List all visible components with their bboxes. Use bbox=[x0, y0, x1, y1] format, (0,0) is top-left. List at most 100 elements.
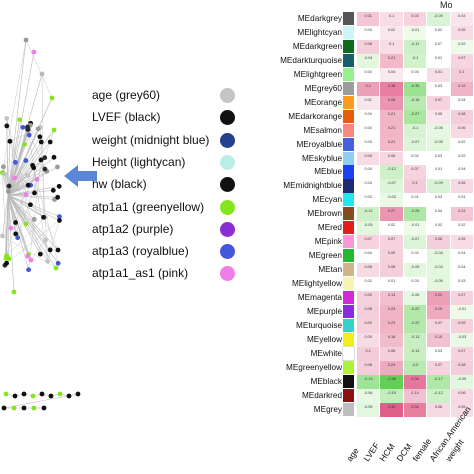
network-edge bbox=[3, 166, 31, 186]
heatmap-cell: 0.01 bbox=[357, 95, 381, 110]
heatmap-cell: 0.24 bbox=[380, 360, 404, 375]
network-edge bbox=[3, 166, 29, 255]
heatmap-cell: 0.36 bbox=[403, 374, 428, 389]
module-color-swatch bbox=[343, 332, 354, 346]
heatmap-cell: 0.03 bbox=[357, 193, 381, 208]
module-color-swatch bbox=[343, 25, 354, 40]
heatmap-cell: 0.06 bbox=[357, 263, 381, 278]
heatmap-cell: 0.03 bbox=[403, 12, 428, 26]
heatmap-cell: 0.07 bbox=[357, 235, 381, 250]
heatmap-row: 0.05 0.18 -0.13 0.15 -0.03 bbox=[357, 332, 474, 347]
legend-dot bbox=[220, 110, 235, 126]
network-node bbox=[13, 183, 19, 189]
network-edge bbox=[17, 129, 55, 238]
network-edge bbox=[7, 194, 51, 251]
module-label: MElightyellow bbox=[291, 279, 342, 289]
network-edge bbox=[43, 217, 59, 251]
heatmap-cell: -0.27 bbox=[403, 109, 428, 124]
heatmap-cell: -0.05 bbox=[403, 263, 428, 278]
network-node bbox=[43, 237, 48, 243]
module-color-swatch bbox=[343, 304, 354, 319]
heatmap-cell: 0.09 bbox=[357, 318, 381, 333]
network-node bbox=[20, 124, 26, 130]
legend-label: hw (black) bbox=[92, 177, 147, 192]
network-node bbox=[57, 218, 62, 223]
network-node bbox=[42, 155, 48, 161]
heatmap-row: 0.08 0.1 -0.11 0.07 0.02 bbox=[357, 39, 474, 54]
heatmap-cell: 0.2 bbox=[357, 81, 381, 96]
module-label: MEtan bbox=[318, 265, 342, 275]
heatmap-cell: 0.03 bbox=[427, 193, 451, 208]
heatmap-cell: 0.06 bbox=[380, 151, 404, 166]
heatmap-cell: -0.18 bbox=[403, 95, 428, 110]
network-node bbox=[39, 71, 45, 77]
network-node bbox=[25, 253, 31, 259]
network-edge bbox=[38, 97, 53, 129]
heatmap-cell: 0.02 bbox=[427, 25, 451, 40]
heatmap-cell: 0.1 bbox=[450, 67, 474, 82]
heatmap-cell: 0.05 bbox=[450, 235, 474, 250]
heatmap-cell: -0.13 bbox=[357, 374, 381, 389]
heatmap-cell: 0.04 bbox=[380, 67, 404, 82]
legend-dot bbox=[220, 88, 235, 103]
heatmap-cell: 0.34 bbox=[403, 402, 428, 417]
legend-item: hw (black) bbox=[92, 175, 242, 197]
network-node bbox=[7, 138, 13, 144]
legend-item: LVEF (black) bbox=[92, 108, 242, 130]
arrow-icon bbox=[64, 165, 97, 187]
network-node bbox=[51, 154, 57, 160]
heatmap-cell: 0.14 bbox=[403, 388, 428, 403]
legend-dot bbox=[220, 154, 235, 170]
network-node bbox=[15, 235, 21, 241]
network-edge bbox=[7, 51, 35, 196]
network-node bbox=[3, 391, 9, 397]
heatmap-cell: 0.13 bbox=[380, 291, 404, 305]
heatmap-cell: -0.22 bbox=[403, 304, 428, 319]
network-node bbox=[6, 183, 12, 189]
heatmap-cell: 0.04 bbox=[357, 123, 381, 138]
network-node bbox=[26, 132, 32, 138]
heatmap-cell: -0.13 bbox=[403, 346, 428, 361]
legend-dot bbox=[220, 221, 235, 237]
legend-item: atp1a1 (greenyellow) bbox=[92, 198, 242, 220]
module-color-swatch bbox=[343, 193, 354, 207]
heatmap-cell: 0.07 bbox=[427, 95, 451, 110]
network-nodes bbox=[0, 37, 81, 411]
heatmap-cell: 0.05 bbox=[357, 332, 381, 347]
network-edge bbox=[41, 73, 44, 218]
heatmap-cell: -0.03 bbox=[380, 193, 404, 208]
heatmap-cell: -0.05 bbox=[450, 374, 474, 389]
heatmap-cell: -0.11 bbox=[403, 39, 428, 54]
heatmap-cell: 0.03 bbox=[357, 137, 381, 152]
network-node bbox=[12, 159, 18, 165]
network-node bbox=[49, 95, 55, 101]
heatmap-cell: 0.09 bbox=[357, 291, 381, 305]
heatmap-cell: 0.06 bbox=[450, 123, 474, 138]
heatmap-cell: 0.04 bbox=[427, 207, 451, 222]
module-color-swatch bbox=[343, 165, 354, 179]
network-node bbox=[28, 257, 34, 263]
legend-label: atp1a1 (greenyellow) bbox=[92, 199, 205, 214]
module-label: MEdarkred bbox=[301, 390, 342, 400]
network-edge bbox=[7, 185, 29, 196]
network-node bbox=[57, 214, 62, 220]
module-label: MEwhite bbox=[310, 348, 342, 358]
network-node bbox=[10, 179, 16, 185]
network-edge bbox=[7, 141, 42, 196]
module-label: MEyellow bbox=[306, 334, 342, 344]
module-color-swatch bbox=[343, 277, 354, 291]
legend-item: atp1a1_as1 (pink) bbox=[92, 264, 242, 286]
module-color-swatch bbox=[343, 53, 354, 67]
heatmap-cell: 0.02 bbox=[403, 249, 428, 264]
network-node bbox=[25, 172, 30, 178]
module-label: MEbrown bbox=[307, 209, 342, 219]
heatmap-cell: -0.06 bbox=[357, 388, 381, 403]
network-node bbox=[23, 158, 29, 163]
heatmap-row: 0.04 0.04 0.03 0.01 0.1 bbox=[357, 67, 474, 82]
network-node bbox=[42, 166, 48, 172]
network-edge bbox=[6, 118, 27, 224]
module-label: MEskyblue bbox=[301, 153, 342, 163]
heatmap-cell: 0.07 bbox=[450, 291, 474, 305]
heatmap-cell: -0.38 bbox=[380, 374, 404, 389]
